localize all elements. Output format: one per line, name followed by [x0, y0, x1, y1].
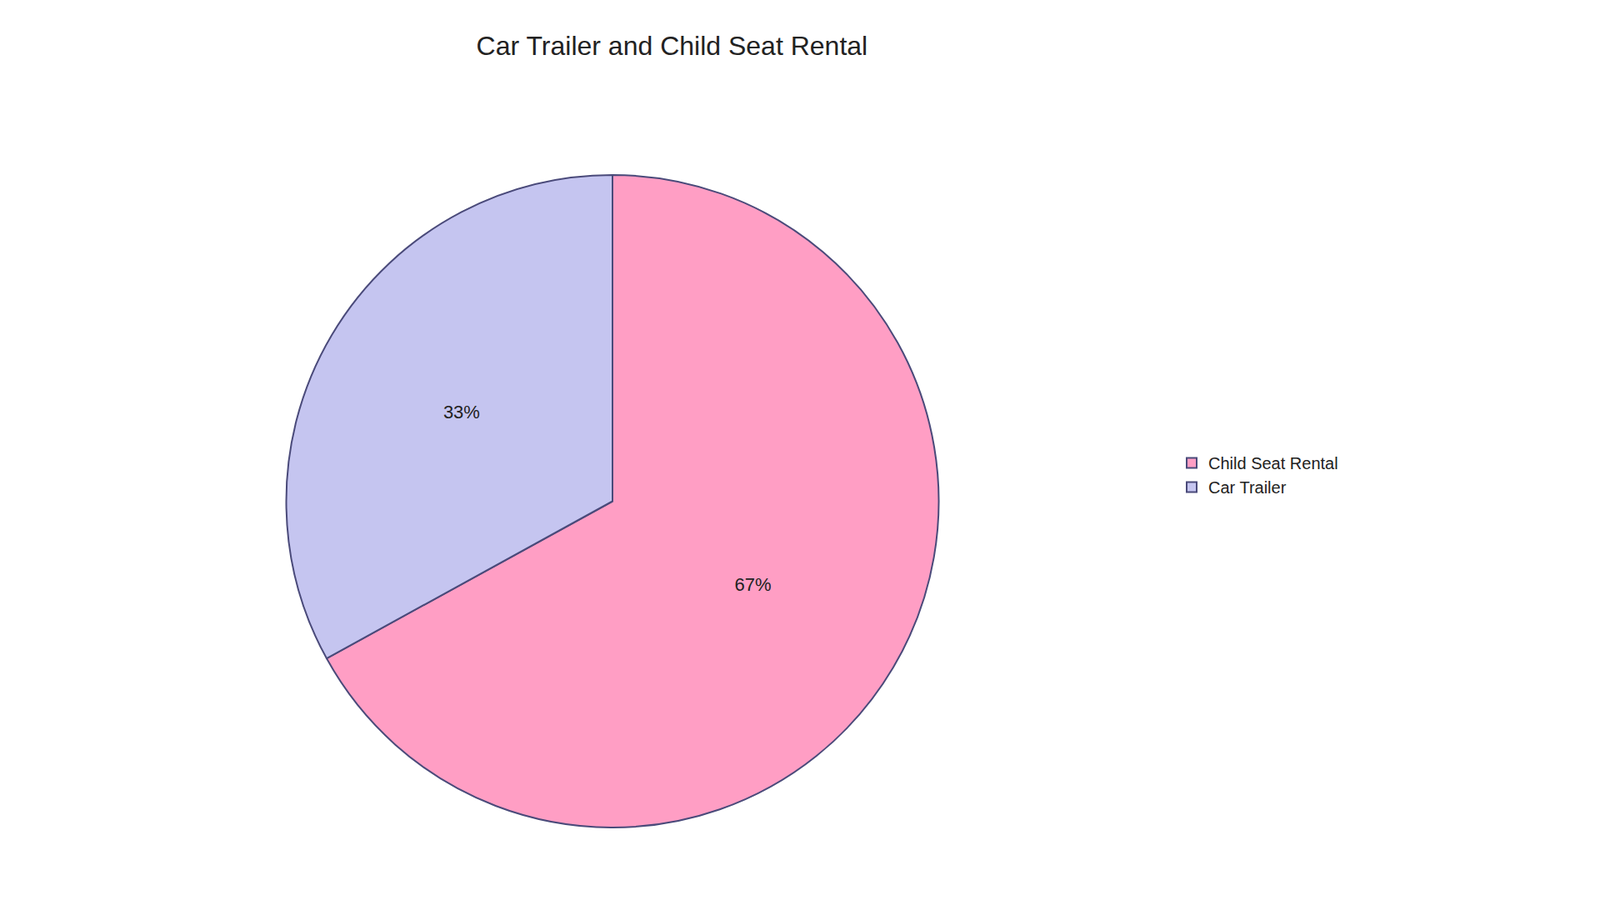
- svg-text:67%: 67%: [734, 574, 771, 595]
- svg-text:Car Trailer and Child Seat Ren: Car Trailer and Child Seat Rental: [476, 30, 869, 61]
- svg-text:Car Trailer: Car Trailer: [1208, 478, 1287, 497]
- svg-text:33%: 33%: [443, 401, 480, 423]
- svg-text:Child Seat Rental: Child Seat Rental: [1208, 454, 1339, 473]
